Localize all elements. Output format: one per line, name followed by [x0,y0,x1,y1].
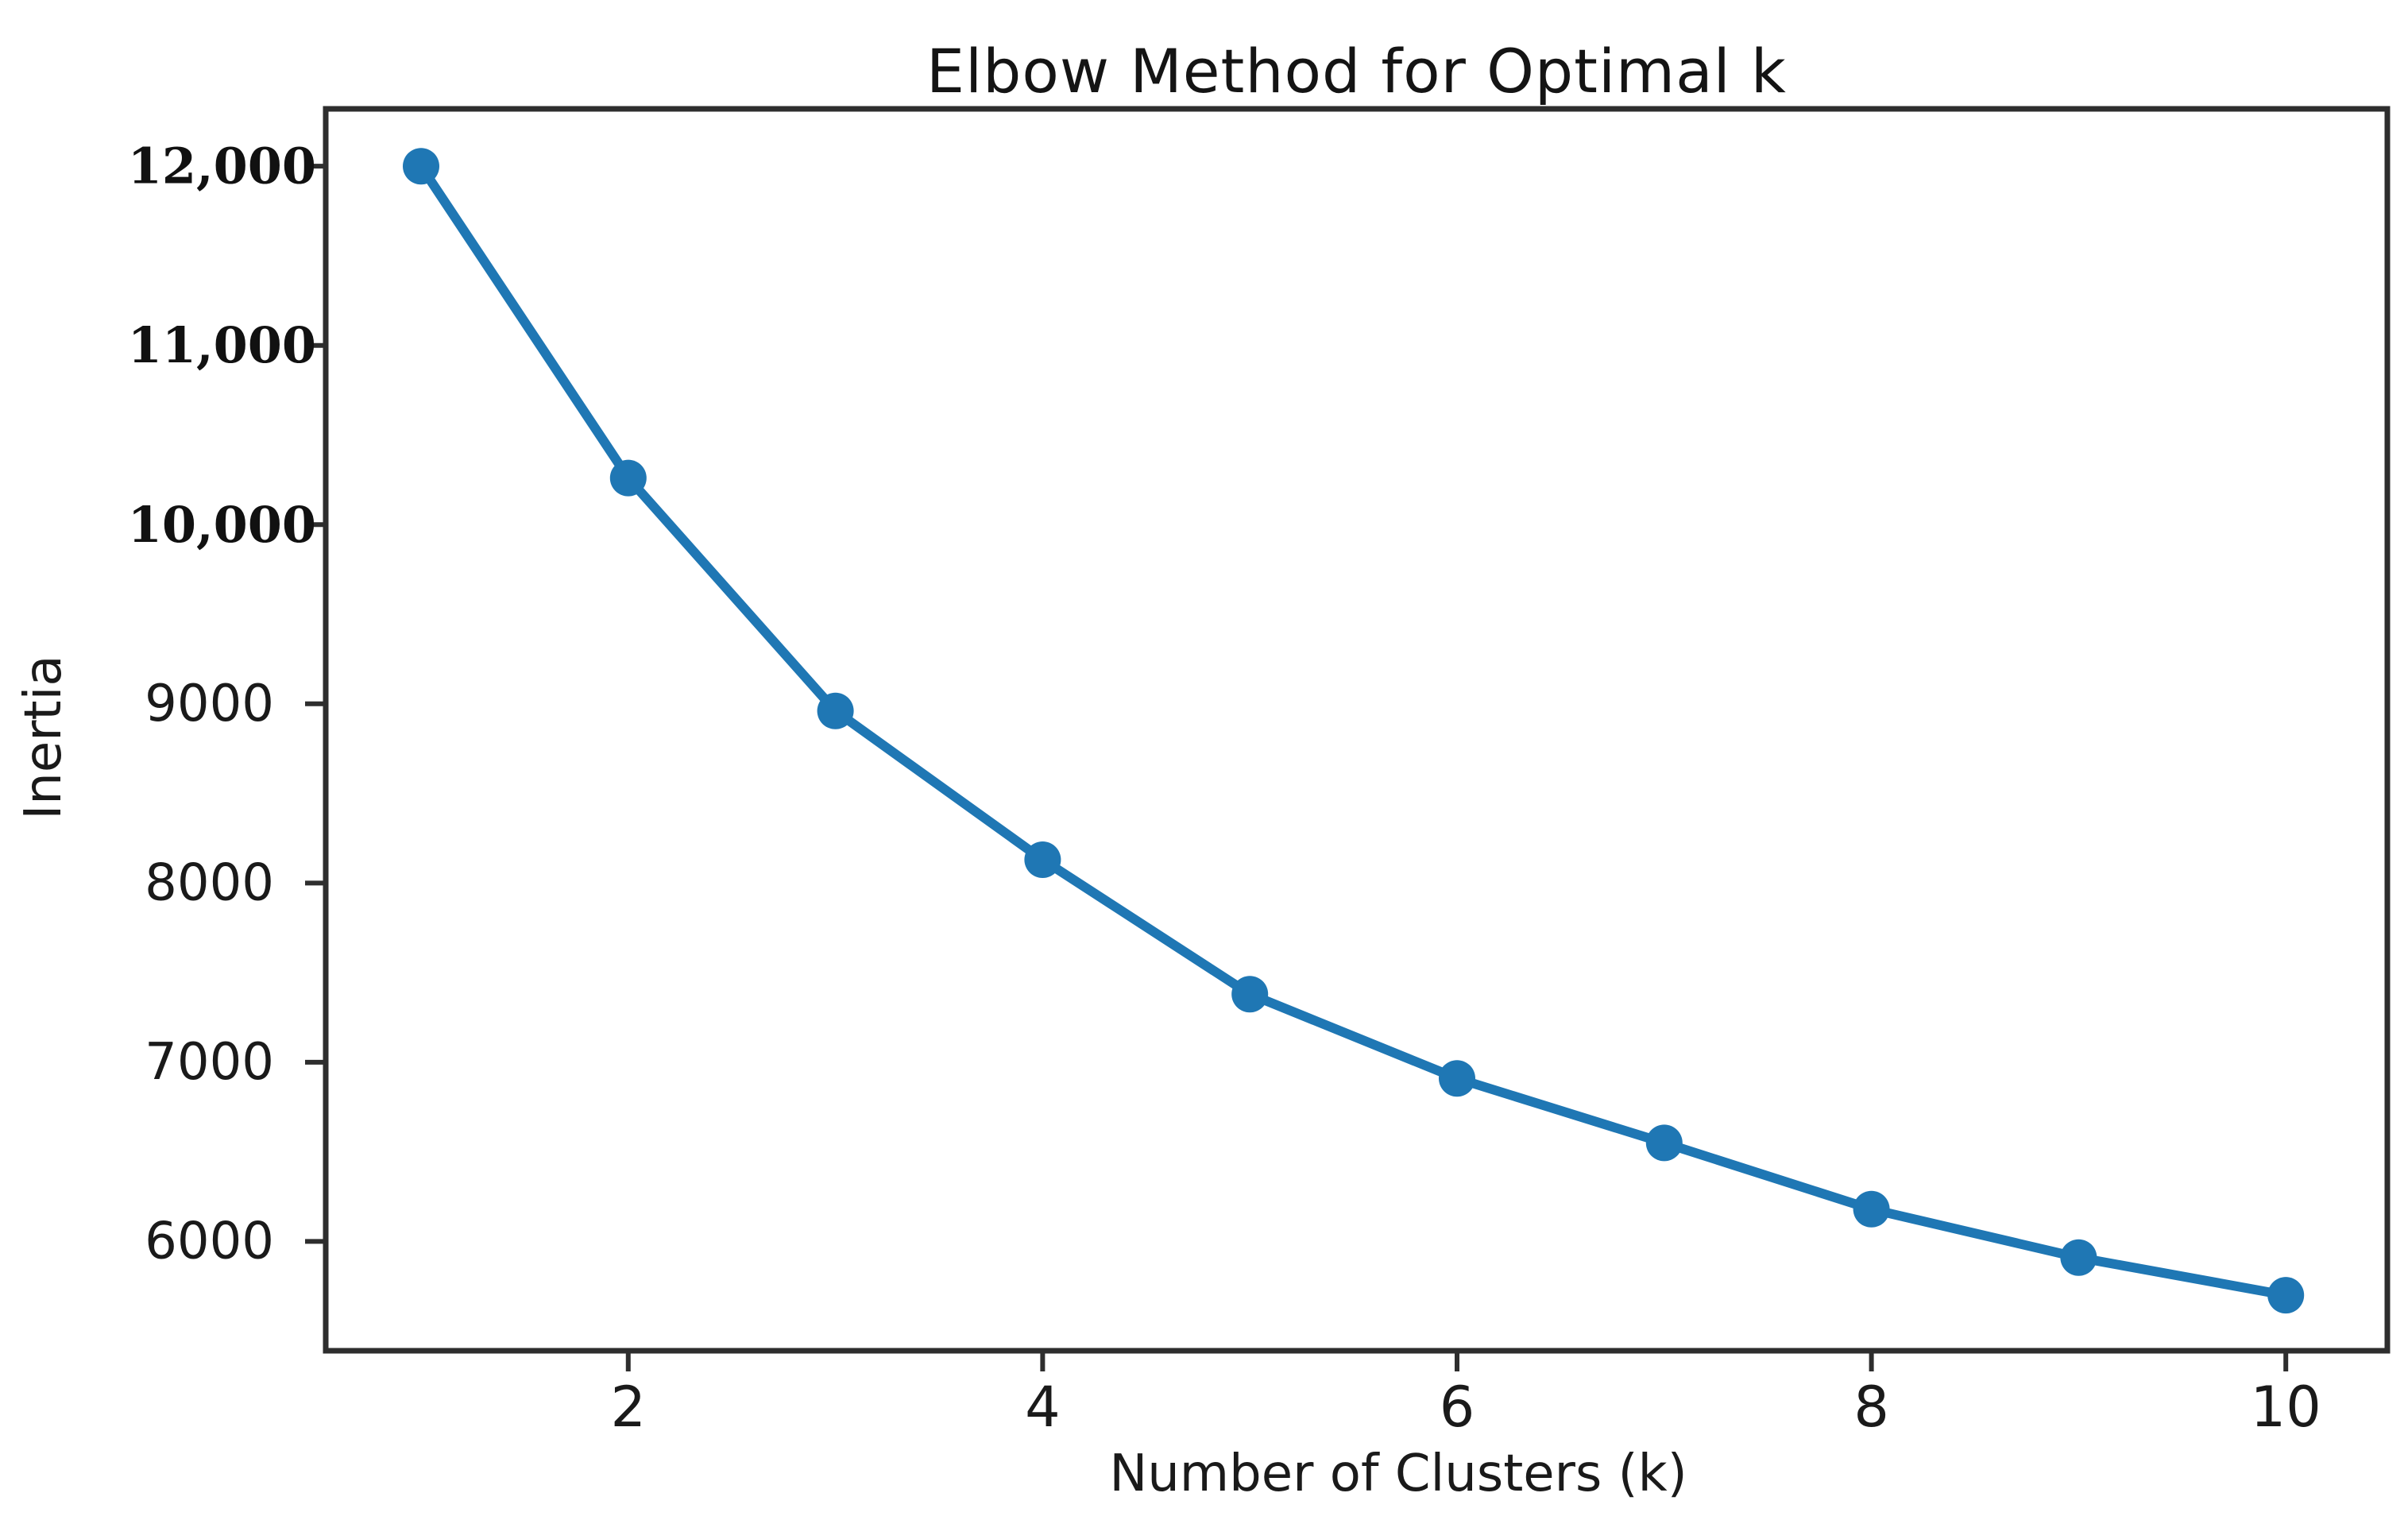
plot-border [323,106,2391,1354]
y-tick-label: 12,000 [128,137,316,195]
y-tick-label: 11,000 [128,316,316,374]
data-point-k5 [1231,976,1269,1013]
data-point-k10 [2267,1277,2305,1314]
data-point-k1 [403,148,439,185]
inertia-line [416,161,2291,1301]
x-tick-label: 2 [611,1375,647,1440]
y-tick-label: 8000 [145,853,274,912]
data-point-k9 [2060,1239,2097,1276]
y-axis-label: Inertia [14,655,73,820]
data-point-k7 [1645,1124,1683,1162]
x-tick-label: 10 [2251,1375,2321,1440]
x-tick-label: 8 [1853,1375,1889,1440]
y-tick-label: 6000 [145,1212,274,1271]
x-axis-label: Number of Clusters (k) [1109,1445,1687,1503]
data-point-k4 [1024,841,1061,878]
y-tick-label: 10,000 [128,496,316,554]
data-point-k3 [817,692,854,729]
data-point-k2 [609,459,647,497]
y-tick-label: 7000 [145,1033,274,1092]
chart-title: Elbow Method for Optimal k [926,36,1787,106]
x-tick-label: 6 [1440,1375,1475,1440]
y-tick-label: 9000 [145,675,274,733]
x-tick-label: 4 [1025,1375,1061,1440]
data-point-k8 [1853,1190,1890,1228]
data-point-k6 [1439,1060,1475,1097]
